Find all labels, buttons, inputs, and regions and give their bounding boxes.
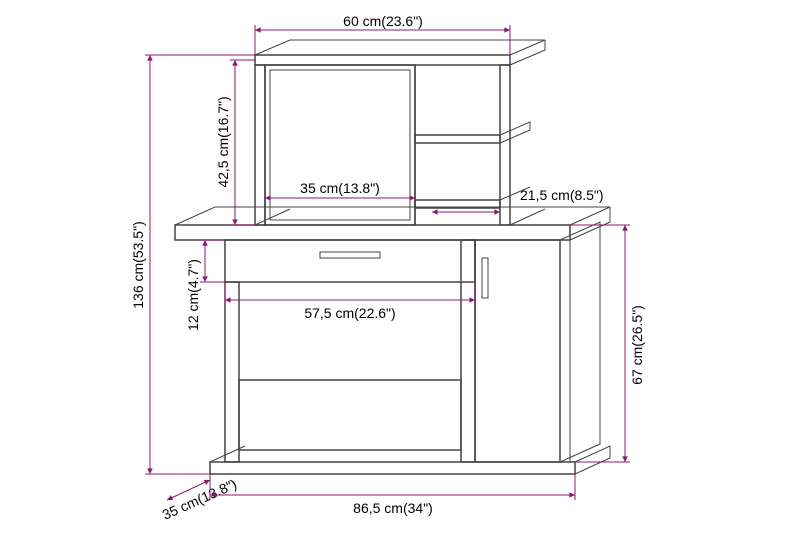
dim-base-width: 86,5 cm(34") <box>210 474 575 516</box>
dim-mirror-height: 42,5 cm(16.7") <box>215 60 255 225</box>
svg-text:60 cm(23.6"): 60 cm(23.6") <box>343 13 423 29</box>
dim-top-width: 60 cm(23.6") <box>255 13 510 55</box>
svg-text:86,5 cm(34"): 86,5 cm(34") <box>353 500 433 516</box>
dim-depth-in: (13.8") <box>195 476 239 508</box>
dim-drawer-width-in: (22.6") <box>354 305 396 321</box>
dim-base-width-cm: 86,5 cm <box>353 500 403 516</box>
dim-shelf-depth-in: (8.5") <box>570 187 604 203</box>
dim-drawer-width: 57,5 cm(22.6") <box>225 282 475 321</box>
dim-total-height-in: (53.5") <box>130 221 146 263</box>
dim-cabinet-height: 67 cm(26.5") <box>570 225 645 462</box>
dim-top-width-cm: 60 cm <box>343 13 381 29</box>
dim-mirror-inner-width: 35 cm(13.8") <box>265 180 415 198</box>
dim-drawer-width-cm: 57,5 cm <box>304 305 354 321</box>
furniture-dimension-diagram: 60 cm(23.6") 42,5 cm(16.7") 35 cm(13.8")… <box>0 0 800 533</box>
svg-text:57,5 cm(22.6"): 57,5 cm(22.6") <box>304 305 395 321</box>
svg-text:35 cm(13.8"): 35 cm(13.8") <box>160 476 239 523</box>
svg-text:21,5 cm(8.5"): 21,5 cm(8.5") <box>520 187 604 203</box>
dim-drawer-height: 12 cm(4.7") <box>185 240 225 331</box>
dim-mirror-height-cm: 42,5 cm <box>215 138 231 188</box>
dim-top-width-in: (23.6") <box>381 13 423 29</box>
svg-text:35 cm(13.8"): 35 cm(13.8") <box>300 180 380 196</box>
svg-text:67 cm(26.5"): 67 cm(26.5") <box>629 305 645 385</box>
svg-text:12 cm(4.7"): 12 cm(4.7") <box>185 259 201 331</box>
dim-drawer-height-in: (4.7") <box>185 259 201 293</box>
dim-drawer-height-cm: 12 cm <box>185 293 201 331</box>
dim-shelf-depth-cm: 21,5 cm <box>520 187 570 203</box>
dim-depth-cm: 35 cm <box>160 493 201 523</box>
dim-depth: 35 cm(13.8") <box>160 474 239 523</box>
furniture-outline <box>175 40 610 474</box>
dim-cabinet-height-cm: 67 cm <box>629 347 645 385</box>
dim-base-width-in: (34") <box>403 500 433 516</box>
svg-text:42,5 cm(16.7"): 42,5 cm(16.7") <box>215 96 231 187</box>
dim-mirror-inner-in: (13.8") <box>338 180 380 196</box>
dim-mirror-inner-cm: 35 cm <box>300 180 338 196</box>
svg-text:136 cm(53.5"): 136 cm(53.5") <box>130 221 146 308</box>
dim-mirror-height-in: (16.7") <box>215 96 231 138</box>
dim-total-height-cm: 136 cm <box>130 263 146 309</box>
dim-cabinet-height-in: (26.5") <box>629 305 645 347</box>
